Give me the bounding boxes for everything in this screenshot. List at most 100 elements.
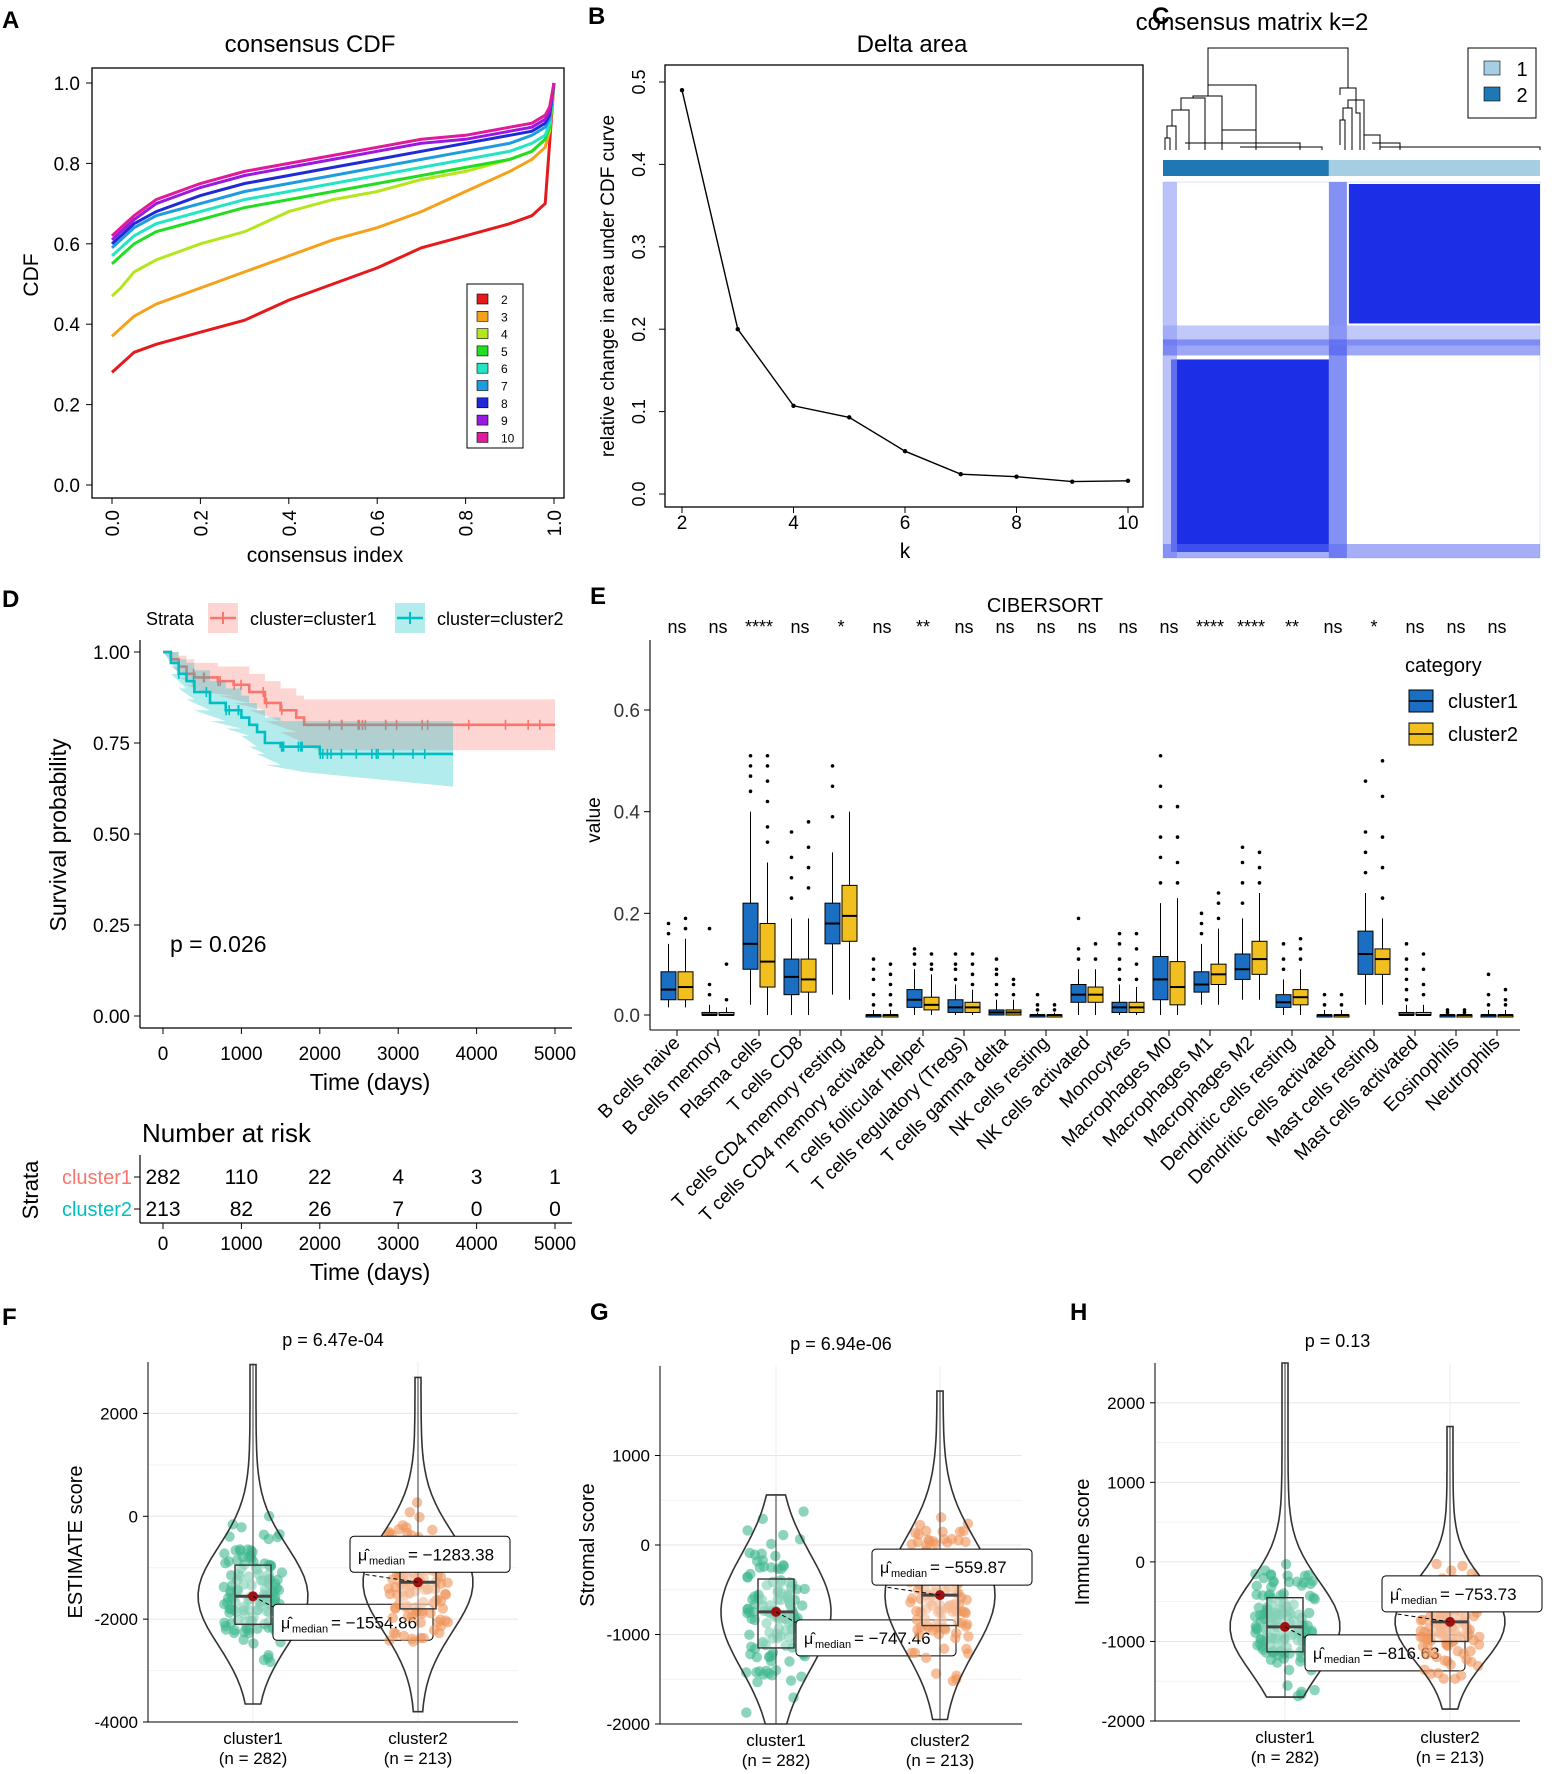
significance-label: **** [745, 617, 773, 637]
significance-label: ns [1159, 617, 1178, 637]
data-point [1461, 1654, 1472, 1665]
legend-swatch [1483, 86, 1501, 102]
legend-swatch [476, 362, 489, 374]
outlier-point [1216, 891, 1221, 895]
box-cluster2 [677, 971, 694, 1001]
data-point [906, 1647, 917, 1658]
outlier-point [1380, 896, 1385, 900]
legend-swatch [476, 293, 489, 305]
median-subscript: median [1401, 1595, 1437, 1607]
delta-line [681, 90, 1129, 483]
data-point [785, 1675, 797, 1686]
data-point [417, 1596, 429, 1608]
panel-letter-g: G [590, 1299, 609, 1326]
significance-label: ns [1405, 617, 1424, 637]
data-point [938, 1643, 950, 1654]
median-value: = −753.73 [1440, 1585, 1517, 1604]
data-point [387, 1574, 398, 1585]
dendrogram-branch [1207, 84, 1257, 150]
outlier-point [929, 967, 934, 972]
data-point [243, 1624, 255, 1635]
median-symbol: μ̂ [1313, 1646, 1325, 1663]
data-point [1278, 1633, 1290, 1644]
group-label: cluster1 [1255, 1728, 1315, 1747]
significance-label: * [1370, 617, 1377, 637]
data-point [923, 1534, 934, 1546]
data-point [1422, 1634, 1433, 1645]
dendrogram-branch [1342, 107, 1353, 150]
data-point [1296, 1612, 1307, 1624]
outlier-point [1298, 936, 1303, 941]
outlier-point [1035, 992, 1040, 997]
median-label-box [349, 1535, 511, 1573]
data-point [255, 1600, 266, 1612]
outlier-point [1322, 992, 1327, 997]
outlier-point [1240, 845, 1245, 850]
median-symbol: μ̂ [1390, 1587, 1402, 1604]
p-value-title: p = 6.47e-04 [282, 1330, 384, 1350]
outlier-point [683, 916, 688, 921]
x-tick-label: 2000 [299, 1044, 341, 1065]
delta-point [735, 327, 740, 332]
data-point [1309, 1684, 1320, 1696]
outlier-point [888, 1003, 893, 1007]
heatmap-bottom-edge [1163, 544, 1540, 558]
y-tick-label: 2000 [1107, 1394, 1145, 1413]
plot-frame [91, 67, 565, 499]
x-tick-label: 6 [900, 513, 911, 534]
violin-cluster1 [1229, 1362, 1341, 1698]
outlier-point [748, 774, 753, 778]
x-tick-label: 0.6 [368, 510, 389, 536]
data-point [788, 1692, 799, 1703]
data-point [960, 1536, 971, 1548]
median-subscript: median [891, 1568, 927, 1580]
risk-x-axis-label: Time (days) [310, 1259, 431, 1285]
outlier-point [1076, 957, 1081, 961]
box-cluster2 [1251, 940, 1268, 975]
outlier-point [1216, 901, 1221, 905]
data-point [397, 1520, 409, 1531]
legend-swatch [476, 397, 489, 409]
data-point [752, 1556, 763, 1567]
outlier-point [1421, 982, 1426, 987]
risk-count: 110 [225, 1166, 258, 1189]
data-point [1282, 1680, 1293, 1691]
data-point [746, 1613, 757, 1624]
outlier-point [1486, 992, 1491, 997]
legend-swatch [476, 345, 489, 357]
data-point [935, 1512, 947, 1523]
cluster-bar-1 [1328, 160, 1540, 176]
box-cluster1 [947, 999, 964, 1013]
risk-x-tick-label: 1000 [220, 1234, 262, 1255]
box-cluster1 [1193, 971, 1210, 993]
outlier-point [953, 967, 958, 972]
risk-row-label: cluster2 [62, 1199, 132, 1221]
outlier-point [953, 977, 958, 982]
data-point [798, 1506, 809, 1517]
data-point [772, 1594, 783, 1605]
panel-letter-a: A [2, 7, 19, 34]
panel-d: Strata cluster=cluster1 cluster=cluster2 0.… [18, 603, 576, 1285]
panel-f: p = 6.47e-04 ESTIMATE score -4000 -2000 0 200… [65, 1330, 518, 1768]
data-point [785, 1599, 796, 1611]
p-value: p = 0.026 [170, 931, 267, 957]
group-label: cluster2 [910, 1731, 970, 1750]
legend-swatch [476, 432, 489, 443]
group-n-label: (n = 282) [1251, 1748, 1320, 1767]
data-point [930, 1668, 942, 1679]
risk-table-ylabel: Strata [18, 1160, 43, 1219]
data-point [1253, 1602, 1265, 1613]
legend-label: 6 [501, 362, 508, 376]
dendrogram-branch [1171, 109, 1190, 150]
outlier-point [1404, 967, 1409, 972]
series-line-9 [110, 82, 556, 241]
box-cluster1 [1234, 953, 1251, 980]
significance-label: ns [1446, 617, 1465, 637]
y-tick-label: 0.4 [614, 803, 641, 824]
outlier-point [1298, 947, 1303, 951]
data-point [1255, 1633, 1266, 1645]
outlier-point [683, 926, 688, 931]
outlier-point [724, 997, 729, 1002]
outlier-point [1363, 830, 1368, 834]
